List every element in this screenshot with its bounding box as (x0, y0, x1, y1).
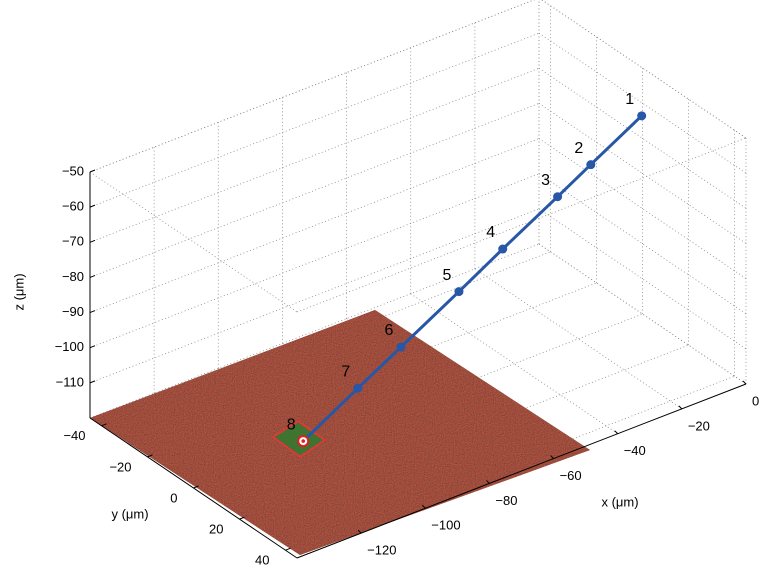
point-label: 3 (541, 172, 550, 189)
z-tick (89, 274, 96, 278)
x-axis (296, 383, 747, 559)
axis-layer: −110−100−90−80−70−60−50−40−2002040−120−1… (55, 163, 760, 567)
floor-noise (90, 310, 590, 555)
y-tick-label: 40 (255, 553, 269, 568)
z-tick-label: −100 (55, 339, 84, 354)
z-tick (89, 310, 96, 314)
x-tick-label: −120 (367, 543, 396, 558)
floor-image (90, 310, 590, 555)
y-tick (285, 547, 291, 551)
z-tick-label: −90 (62, 304, 84, 319)
grid-line (89, 103, 540, 278)
box-edge (89, 171, 298, 313)
z-axis-label: z (μm) (11, 273, 26, 310)
z-tick-label: −110 (56, 374, 84, 389)
point-label: 4 (486, 224, 495, 241)
point-marker (553, 192, 563, 202)
point-marker (586, 160, 596, 170)
y-tick-label: 20 (209, 522, 223, 537)
point-marker (637, 111, 647, 121)
point-marker (498, 244, 508, 254)
grid-line (89, 32, 540, 208)
point-label: 5 (442, 267, 451, 284)
y-tick (193, 485, 199, 489)
x-tick (421, 504, 426, 509)
y-tick (101, 423, 107, 427)
y-tick (147, 454, 153, 458)
trajectory-line (302, 114, 643, 443)
z-tick (89, 380, 96, 384)
box-edge (89, 0, 535, 173)
x-tick-label: 0 (752, 393, 759, 408)
z-tick-label: −80 (62, 269, 84, 284)
point-marker (396, 342, 406, 352)
y-tick-label: 0 (170, 490, 177, 505)
y-tick-label: −20 (109, 459, 131, 474)
x-tick-label: −60 (560, 468, 582, 483)
point-label: 1 (625, 91, 634, 108)
x-axis-label: x (μm) (601, 494, 638, 509)
x-tick (550, 455, 554, 459)
y-tick (239, 516, 245, 520)
point-label: 7 (341, 363, 350, 380)
point-label: 2 (574, 140, 583, 157)
grid-line (89, 67, 540, 243)
box-edge (296, 137, 747, 313)
z-tick (89, 345, 96, 349)
grid-line (89, 138, 540, 313)
grid-line (89, 0, 535, 173)
x-tick (486, 480, 490, 484)
point-label: 8 (287, 416, 296, 433)
x-tick (678, 405, 683, 410)
target-dot (301, 439, 306, 443)
point-marker (454, 287, 464, 297)
z-tick (89, 169, 96, 173)
y-tick-label: −40 (63, 428, 85, 443)
point-label: 6 (385, 322, 394, 339)
z-tick (89, 239, 96, 243)
grid-line (89, 173, 540, 349)
z-tick-label: −60 (62, 199, 84, 214)
x-tick-label: −100 (431, 518, 460, 533)
z-tick (89, 204, 96, 208)
x-tick-label: −20 (688, 418, 710, 433)
y-axis-label: y (μm) (111, 506, 148, 521)
target-box (272, 420, 326, 458)
point-marker (353, 383, 363, 393)
data-layer: 1 2 3 4 5 6 7 8 (287, 91, 647, 448)
x-tick (357, 529, 362, 534)
z-tick-label: −50 (62, 163, 84, 178)
grid-layer (89, 0, 747, 551)
x-tick-label: −80 (495, 493, 517, 508)
x-tick (742, 380, 747, 385)
x-tick-label: −40 (624, 443, 646, 458)
z-tick-label: −70 (62, 234, 84, 249)
x-tick (614, 430, 619, 435)
